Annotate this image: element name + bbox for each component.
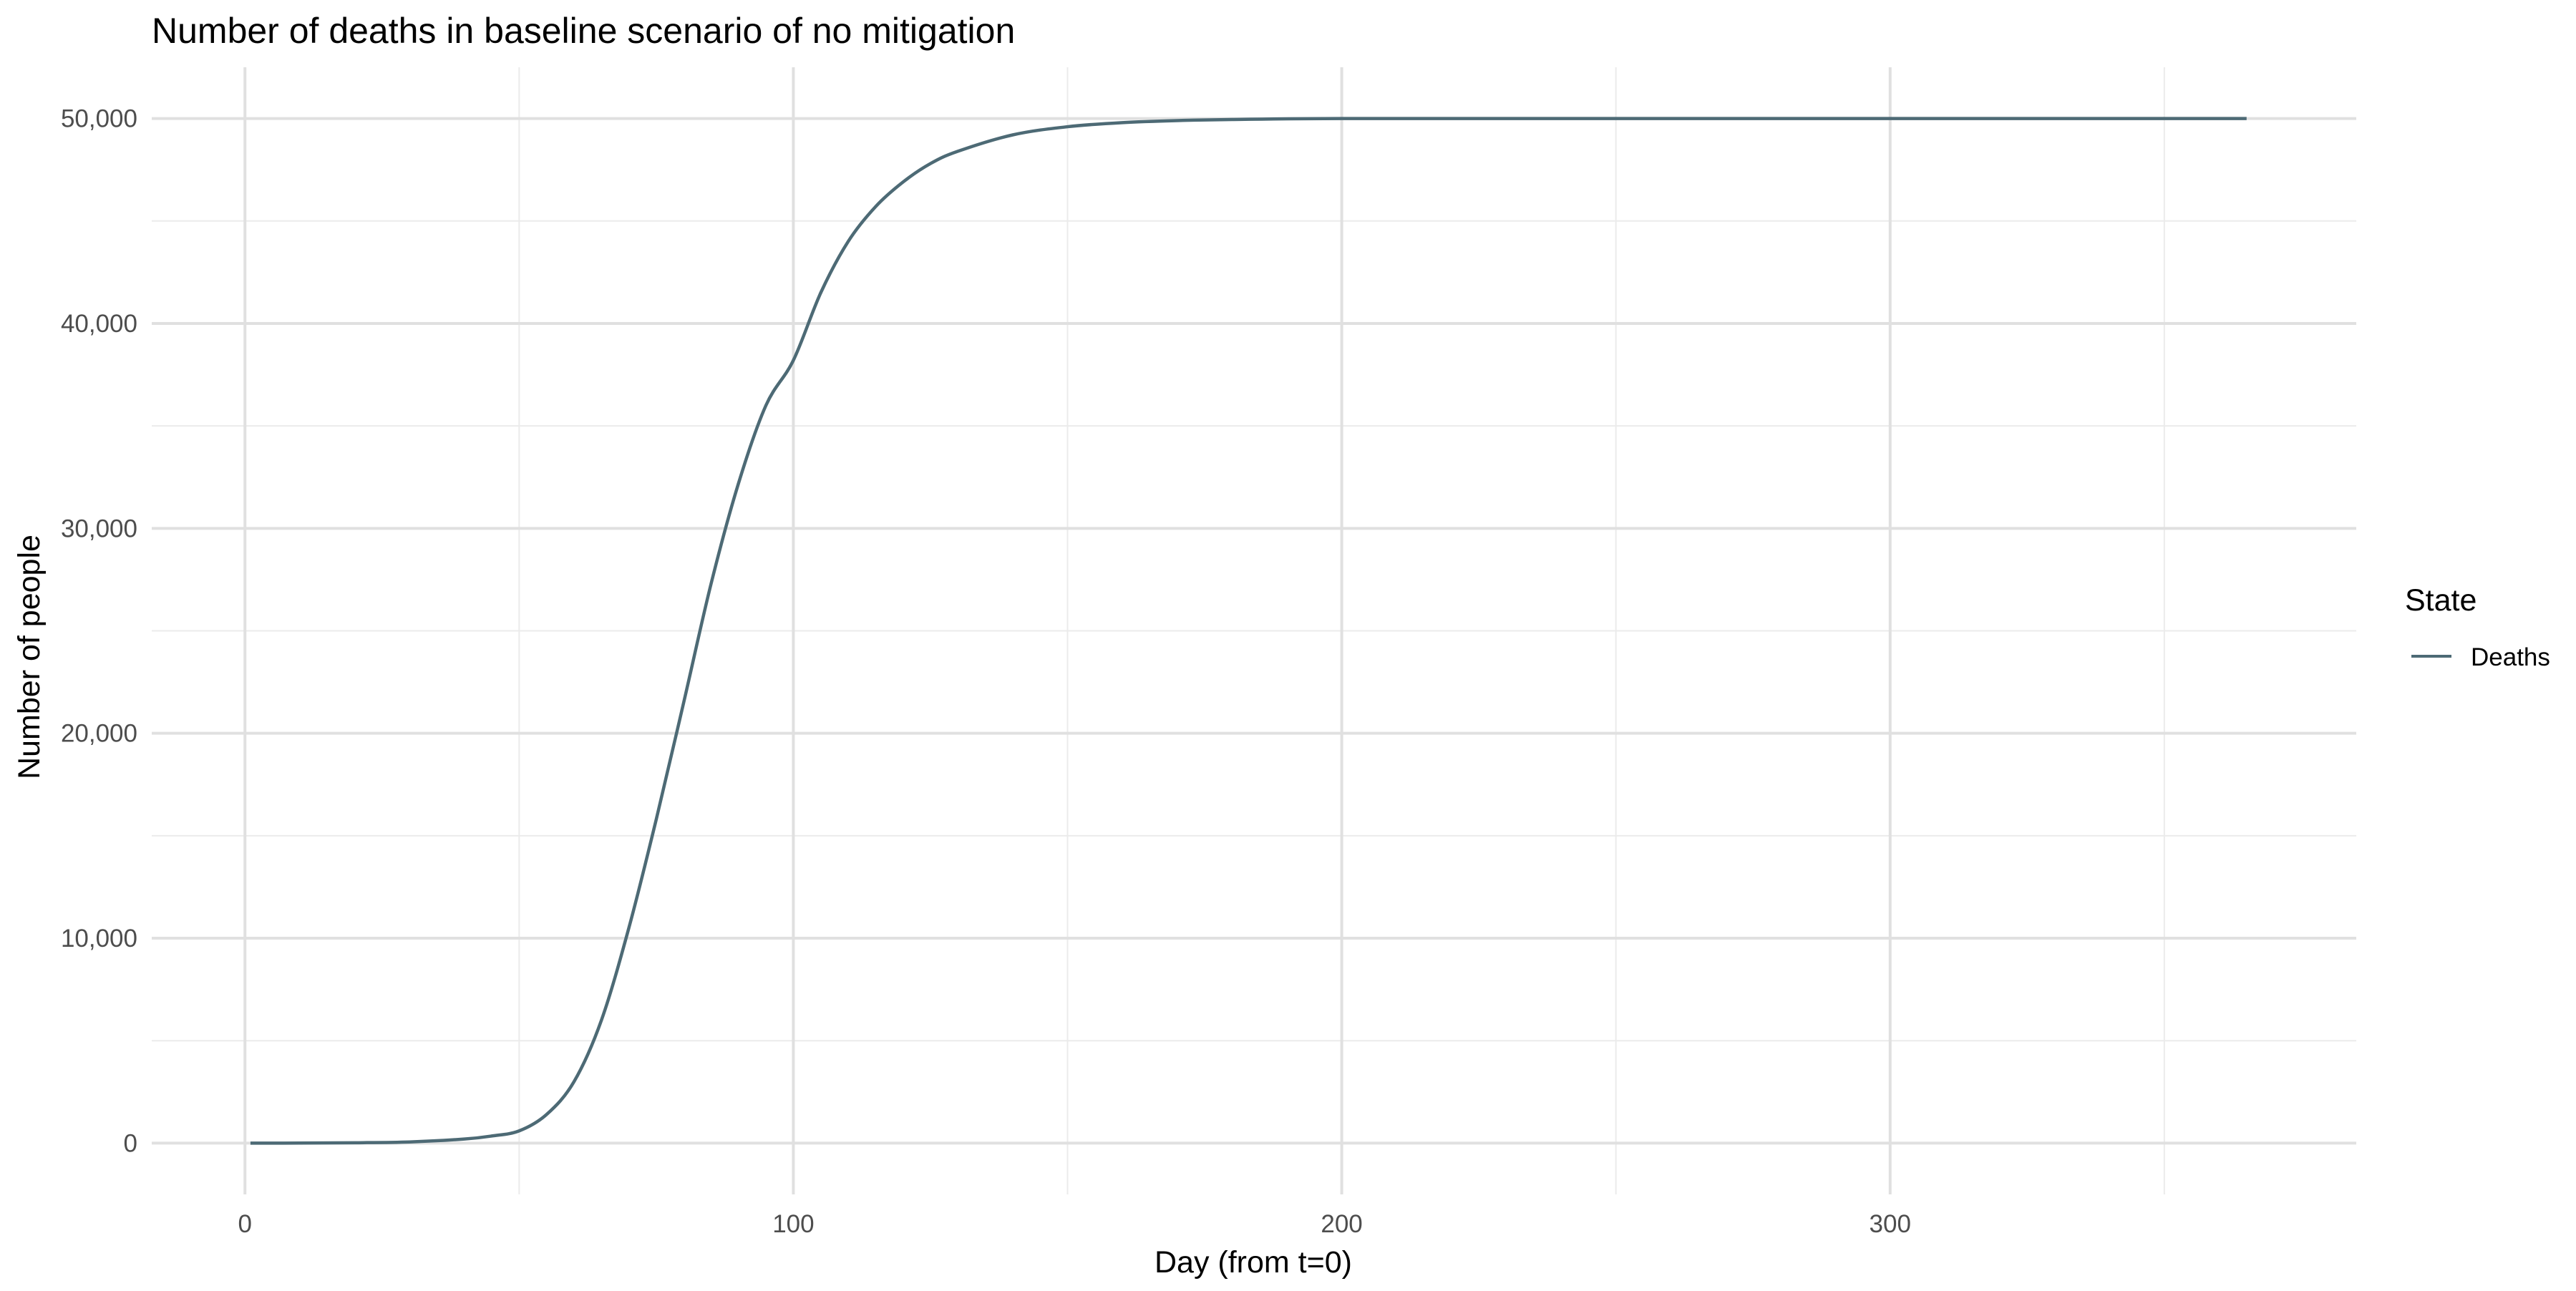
x-tick-label: 300 xyxy=(1870,1210,1911,1238)
legend-title: State xyxy=(2405,583,2477,618)
x-axis-ticks: 0 100 200 300 xyxy=(238,1210,1911,1238)
x-tick-label: 200 xyxy=(1321,1210,1362,1238)
x-tick-label: 0 xyxy=(238,1210,252,1238)
y-tick-label: 0 xyxy=(124,1129,137,1157)
y-tick-label: 30,000 xyxy=(61,515,137,542)
series-line-deaths xyxy=(250,117,2247,1145)
y-tick-label: 20,000 xyxy=(61,720,137,748)
y-tick-label: 40,000 xyxy=(61,310,137,338)
y-axis-label: Number of people xyxy=(12,535,47,779)
y-tick-label: 50,000 xyxy=(61,105,137,133)
y-axis-ticks: 0 10,000 20,000 30,000 40,000 50,000 xyxy=(61,105,137,1158)
chart-title: Number of deaths in baseline scenario of… xyxy=(152,11,1015,51)
legend-label-deaths: Deaths xyxy=(2471,643,2550,671)
y-tick-label: 10,000 xyxy=(61,925,137,953)
series-layer xyxy=(250,117,2247,1145)
legend: State Deaths xyxy=(2405,583,2550,671)
major-grid xyxy=(152,67,2356,1194)
x-tick-label: 100 xyxy=(772,1210,814,1238)
x-axis-label: Day (from t=0) xyxy=(1155,1245,1352,1280)
minor-grid xyxy=(152,67,2356,1194)
